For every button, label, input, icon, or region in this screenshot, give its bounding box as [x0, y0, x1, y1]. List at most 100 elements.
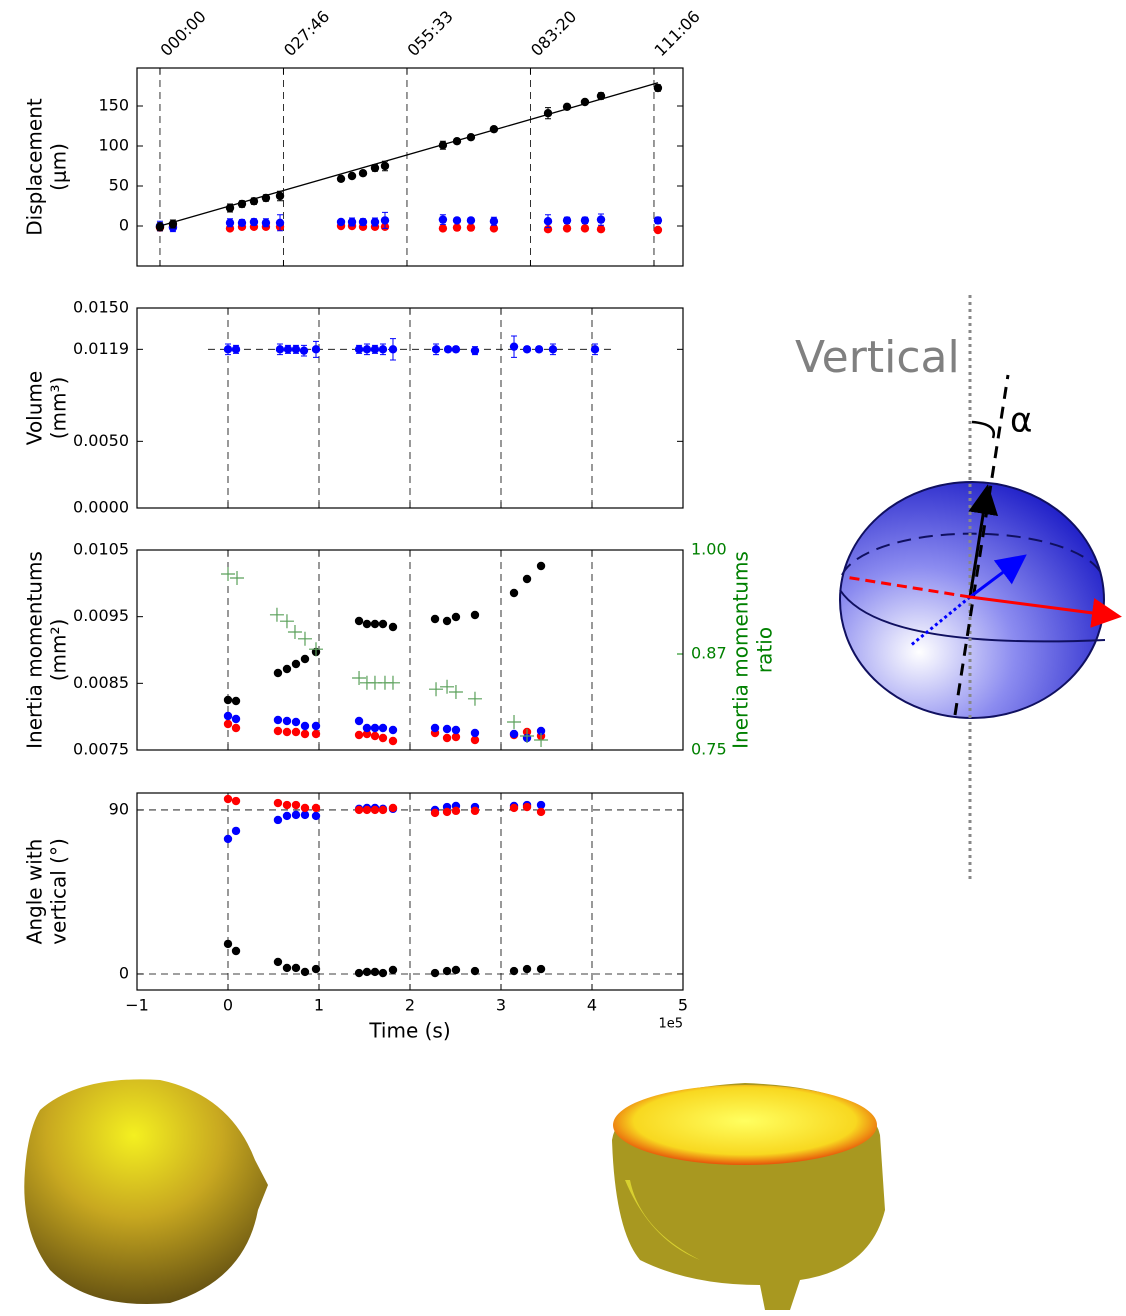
vertical-label: Vertical — [795, 332, 960, 383]
point — [155, 222, 165, 231]
point — [452, 223, 462, 232]
point — [275, 218, 285, 227]
point — [470, 728, 480, 738]
point — [443, 345, 453, 354]
point — [543, 109, 553, 118]
point — [388, 736, 398, 746]
point — [354, 730, 364, 740]
plot-frame — [136, 549, 684, 751]
ratio-marker — [279, 614, 294, 629]
point — [509, 729, 519, 739]
point — [470, 806, 480, 816]
point — [354, 805, 364, 815]
point — [451, 965, 461, 975]
point — [283, 345, 293, 354]
point — [378, 733, 388, 743]
point — [438, 215, 448, 224]
ellipsoid-back-rim — [841, 532, 1103, 576]
point — [273, 668, 283, 678]
x-tick-label: 000:00 — [157, 7, 210, 60]
point — [300, 967, 310, 977]
point — [168, 219, 178, 229]
point — [370, 619, 380, 629]
point — [489, 217, 499, 226]
point — [291, 659, 301, 669]
point — [282, 963, 292, 973]
point — [225, 203, 235, 213]
point — [354, 616, 364, 626]
point — [223, 695, 233, 705]
point — [509, 966, 519, 976]
point — [470, 735, 480, 745]
point — [231, 696, 241, 706]
y-axis-label: Inertia momentums — [23, 551, 47, 749]
y-tick-label: 0.0085 — [73, 673, 129, 692]
point — [451, 725, 461, 735]
point — [291, 717, 301, 727]
point — [282, 811, 292, 821]
point — [388, 725, 398, 735]
y-tick-label: 0 — [119, 216, 129, 235]
point — [354, 968, 364, 978]
chart-panel: −1 0 1 2 3 4 5 0 90 Angle with vertical (°) Time (s… — [23, 792, 688, 1043]
point — [362, 723, 372, 733]
point — [354, 345, 364, 354]
point — [231, 714, 241, 724]
x-tick-label: 111:06 — [651, 7, 704, 60]
point — [536, 964, 546, 974]
point — [438, 224, 448, 233]
point — [509, 803, 519, 813]
point — [370, 805, 380, 815]
plot-frame — [136, 792, 684, 991]
point — [536, 726, 546, 736]
point — [509, 342, 519, 351]
main-axis — [953, 374, 1010, 716]
y-tick-label: 0.0119 — [73, 339, 129, 358]
point — [430, 968, 440, 978]
ratio-marker — [520, 729, 535, 743]
y-axis-label: Angle with — [23, 839, 47, 945]
y2-tick-label: 1.00 — [691, 540, 727, 559]
x-tick-label: 0 — [223, 996, 233, 1015]
ratio-marker — [308, 642, 323, 657]
arrow-black — [968, 484, 999, 598]
point — [370, 217, 380, 227]
ratio-marker — [534, 733, 549, 747]
point — [311, 811, 321, 821]
point — [273, 798, 283, 808]
y-axis-label: (mm²) — [47, 619, 71, 682]
point — [370, 163, 380, 173]
y-tick-label: 0.0150 — [73, 298, 129, 317]
point — [430, 723, 440, 733]
point — [300, 721, 310, 731]
point — [291, 810, 301, 820]
point — [431, 345, 441, 354]
point — [273, 957, 283, 967]
point — [231, 345, 241, 354]
point — [336, 174, 346, 183]
y-tick-label: 0.0095 — [73, 606, 129, 625]
point — [231, 946, 241, 956]
arrow-red — [969, 595, 1122, 628]
point — [261, 193, 271, 203]
x-tick-label: 5 — [678, 996, 688, 1015]
ratio-marker — [467, 691, 482, 706]
point — [273, 715, 283, 725]
chart-panel: 000:00 027:46 055:33 083:20 111:06 0 50 100 150 D… — [23, 7, 704, 267]
point — [438, 141, 448, 150]
point — [231, 723, 241, 733]
ratio-marker — [507, 715, 522, 729]
point — [442, 616, 452, 626]
point — [291, 800, 301, 810]
point — [231, 796, 241, 806]
point — [362, 729, 372, 739]
y2-tick-label: 0.87 — [691, 644, 727, 663]
point — [596, 91, 606, 101]
point — [562, 102, 572, 112]
y-axis-label: vertical (°) — [47, 838, 71, 945]
point — [466, 133, 476, 142]
y-axis-label: (μm) — [47, 143, 71, 191]
point — [489, 125, 499, 134]
point — [470, 346, 480, 355]
